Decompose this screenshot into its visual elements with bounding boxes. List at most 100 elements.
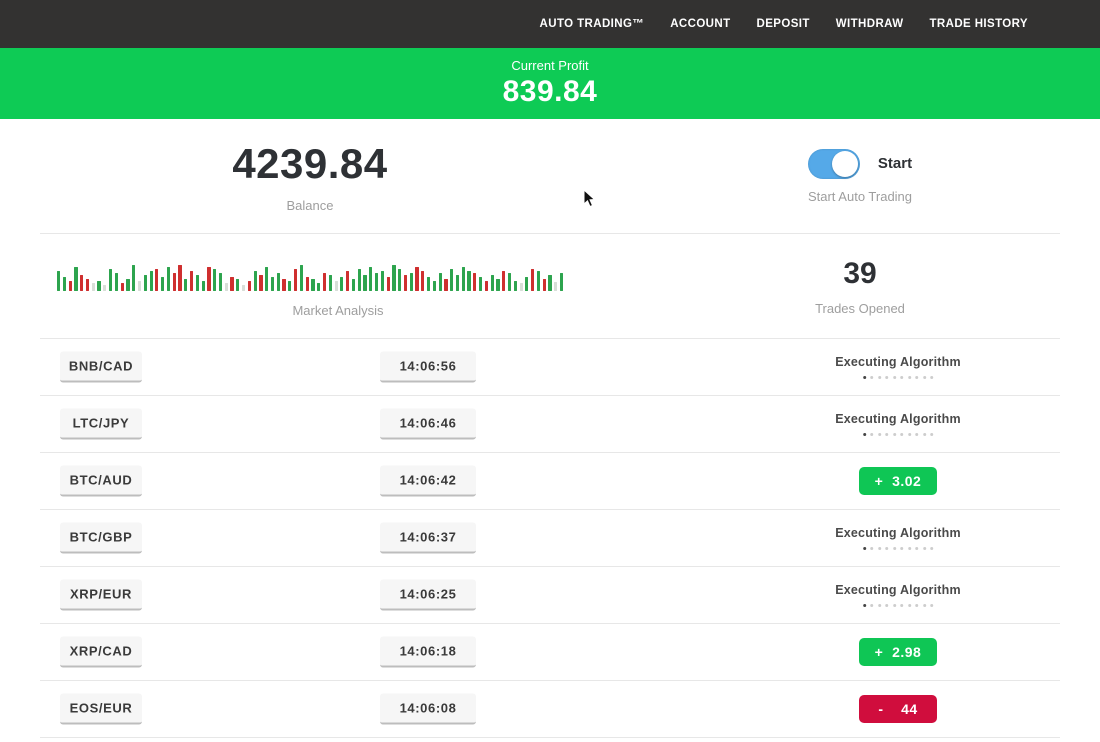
current-profit-value: 839.84 xyxy=(502,75,598,108)
nav-item-account[interactable]: ACCOUNT xyxy=(670,18,731,30)
chart-bar xyxy=(479,276,483,291)
chart-bar xyxy=(97,280,101,291)
chart-bar xyxy=(143,274,147,291)
chart-bar xyxy=(513,280,517,291)
chart-bar xyxy=(502,270,506,291)
chart-bar xyxy=(276,272,280,291)
auto-trading-toggle[interactable] xyxy=(807,148,860,179)
progress-dot xyxy=(900,547,904,550)
chart-bar xyxy=(172,272,176,291)
nav-item-deposit[interactable]: DEPOSIT xyxy=(756,18,810,30)
trades-list: BNB/CAD 14:06:56 Executing Algorithm LTC… xyxy=(0,339,1100,738)
chart-bar xyxy=(559,272,564,291)
chart-bar xyxy=(548,274,552,291)
result-badge: + 3.02 xyxy=(859,467,937,495)
chart-bar xyxy=(542,278,546,291)
chart-bar xyxy=(178,264,182,291)
chart-bar xyxy=(519,282,523,291)
chart-bar xyxy=(189,270,194,291)
chart-bar xyxy=(85,278,90,291)
chart-bar xyxy=(195,274,199,291)
chart-bar xyxy=(340,276,344,291)
trade-row: BNB/CAD 14:06:56 Executing Algorithm xyxy=(40,339,1060,396)
trade-row: XRP/EUR 14:06:25 Executing Algorithm xyxy=(40,567,1060,624)
trade-status: + 3.02 xyxy=(859,467,937,495)
chart-bar xyxy=(357,268,361,291)
chart-bar xyxy=(346,270,350,291)
market-analysis-label: Market Analysis xyxy=(292,302,384,318)
nav-item-trade-history[interactable]: TRADE HISTORY xyxy=(929,18,1028,30)
chart-bar xyxy=(80,274,84,291)
chart-bar xyxy=(305,276,309,291)
progress-dot xyxy=(930,547,934,550)
chart-bar xyxy=(236,278,240,291)
chart-bar xyxy=(137,280,142,291)
current-profit-label: Current Profit xyxy=(511,58,589,73)
progress-dots xyxy=(862,376,934,379)
balance-label: Balance xyxy=(286,197,334,213)
chart-bar xyxy=(386,276,390,291)
chart-bar xyxy=(461,266,465,291)
trade-status: Executing Algorithm xyxy=(835,412,961,436)
progress-dot xyxy=(885,547,889,550)
chart-bar xyxy=(427,276,431,291)
trade-status: + 2.98 xyxy=(859,638,937,666)
progress-dots xyxy=(862,433,934,436)
chart-bar xyxy=(282,278,286,291)
current-profit-banner: Current Profit 839.84 xyxy=(0,48,1100,119)
chart-bar xyxy=(507,272,512,291)
executing-algorithm-label: Executing Algorithm xyxy=(835,412,961,426)
chart-bar xyxy=(438,272,442,291)
pair-badge: XRP/CAD xyxy=(60,636,142,668)
chart-bar xyxy=(120,282,124,291)
chart-bar xyxy=(490,274,494,291)
chart-bar xyxy=(311,278,315,291)
balance-value: 4239.84 xyxy=(232,139,388,187)
chart-bar xyxy=(230,276,234,291)
toggle-start-label: Start xyxy=(877,155,913,172)
chart-bar xyxy=(218,272,223,291)
trade-row: XRP/CAD 14:06:18 + 2.98 xyxy=(40,624,1060,681)
progress-dot xyxy=(907,433,911,436)
progress-dot xyxy=(907,376,911,379)
trade-row: BTC/AUD 14:06:42 + 3.02 xyxy=(40,453,1060,510)
progress-dot xyxy=(900,604,904,607)
progress-dot xyxy=(877,376,881,379)
chart-bar xyxy=(450,268,454,291)
progress-dot xyxy=(877,604,881,607)
trade-status: - 44 xyxy=(859,695,937,723)
market-analysis-block: Market Analysis xyxy=(0,234,620,338)
nav-item-auto-trading[interactable]: AUTO TRADING™ xyxy=(539,18,645,30)
progress-dot xyxy=(907,604,911,607)
chart-bar xyxy=(201,280,205,291)
pair-badge: BNB/CAD xyxy=(60,351,142,383)
progress-dot xyxy=(870,376,874,379)
executing-algorithm-label: Executing Algorithm xyxy=(835,583,961,597)
pair-badge: XRP/EUR xyxy=(60,579,142,611)
progress-dot xyxy=(862,604,866,607)
trade-time-badge: 14:06:42 xyxy=(380,465,476,497)
trade-status: Executing Algorithm xyxy=(835,526,961,550)
chart-bar xyxy=(259,274,263,291)
progress-dot xyxy=(900,433,904,436)
progress-dot xyxy=(885,604,889,607)
progress-dot xyxy=(922,433,926,436)
section-divider xyxy=(40,338,1060,339)
chart-bar xyxy=(525,276,529,291)
chart-bar xyxy=(392,264,396,291)
progress-dot xyxy=(870,547,874,550)
progress-dot xyxy=(885,376,889,379)
chart-bar xyxy=(68,280,72,291)
trade-row: LTC/JPY 14:06:46 Executing Algorithm xyxy=(40,396,1060,453)
progress-dot xyxy=(862,376,866,379)
trade-time-badge: 14:06:08 xyxy=(380,693,476,725)
chart-bar xyxy=(415,266,419,291)
nav-item-withdraw[interactable]: WITHDRAW xyxy=(835,18,904,30)
auto-trading-block: Start Start Auto Trading xyxy=(620,119,1100,233)
pair-badge: LTC/JPY xyxy=(60,408,142,440)
start-auto-trading-label: Start Auto Trading xyxy=(807,188,913,204)
progress-dot xyxy=(877,547,881,550)
chart-bar xyxy=(554,281,558,291)
chart-bar xyxy=(496,278,500,291)
progress-dot xyxy=(907,547,911,550)
